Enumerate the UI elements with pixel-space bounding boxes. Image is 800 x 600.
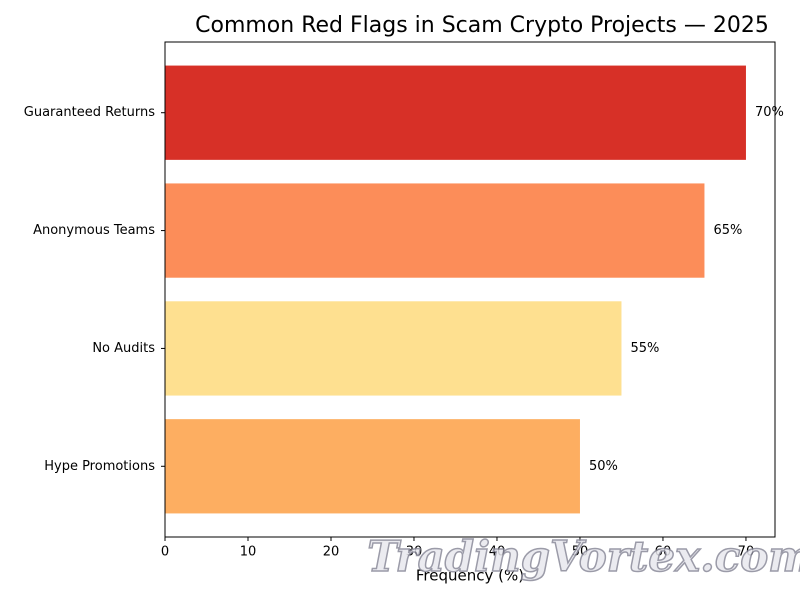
x-tick-label: 10 [240,545,257,560]
x-tick-label: 20 [323,545,340,560]
y-tick-label: Anonymous Teams [33,223,155,238]
x-tick-label: 50 [572,545,589,560]
x-tick-label: 40 [489,545,506,560]
value-label: 65% [713,223,742,238]
bar [165,183,705,278]
x-tick-label: 60 [655,545,672,560]
watermark: TradingVortex.com [367,532,800,581]
x-tick-label: 0 [161,545,169,560]
x-axis-label: Frequency (%) [416,567,524,585]
value-label: 55% [630,341,659,356]
y-tick-label: Guaranteed Returns [24,105,155,120]
x-tick-label: 70 [738,545,755,560]
plot-frame [164,41,776,538]
bar [165,419,580,514]
y-tick-label: Hype Promotions [44,459,155,474]
x-tick-label: 30 [406,545,423,560]
bar [165,301,622,396]
chart-title: Common Red Flags in Scam Crypto Projects… [195,13,769,38]
value-label: 50% [589,459,618,474]
value-label: 70% [755,105,784,120]
y-tick-label: No Audits [92,341,155,356]
bar [165,65,746,160]
